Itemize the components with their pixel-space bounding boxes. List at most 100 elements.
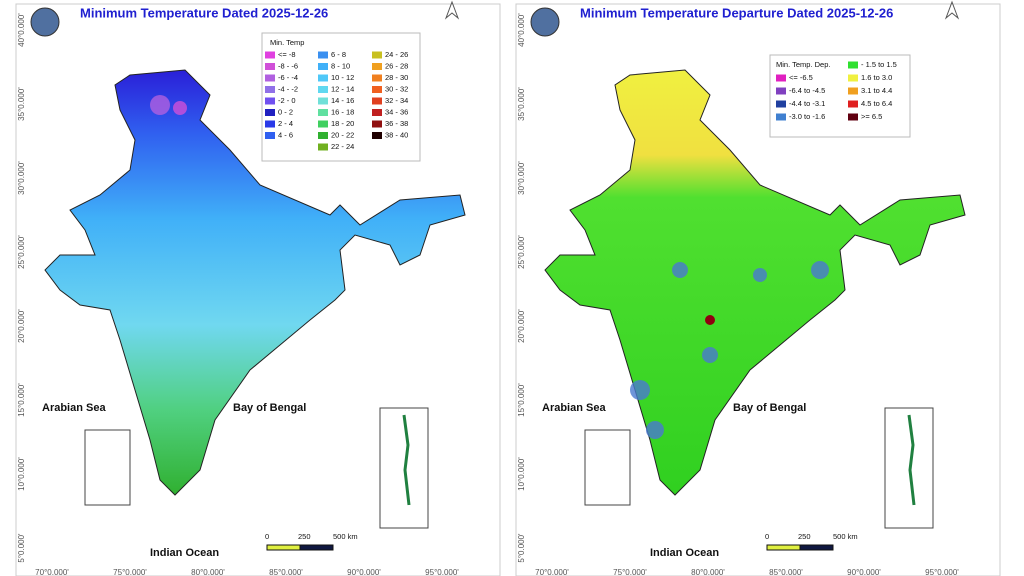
legend-label: 20 - 22 bbox=[331, 130, 354, 139]
lon-label: 80°0.000' bbox=[691, 568, 725, 576]
legend-label: -2 - 0 bbox=[278, 96, 296, 105]
legend-swatch bbox=[318, 86, 328, 93]
panel-frame bbox=[515, 3, 1001, 576]
hotspot bbox=[705, 315, 715, 325]
legend-swatch bbox=[318, 63, 328, 70]
legend-title: Min. Temp bbox=[270, 38, 304, 47]
scale-label: 0 bbox=[265, 532, 269, 541]
sea-label: Bay of Bengal bbox=[233, 402, 306, 414]
legend-label: 2 - 4 bbox=[278, 119, 293, 128]
legend-swatch bbox=[318, 109, 328, 116]
legend-swatch bbox=[848, 113, 858, 121]
legend-label: 26 - 28 bbox=[385, 61, 408, 70]
legend-label: 22 - 24 bbox=[331, 142, 354, 151]
legend-label: -8 - -6 bbox=[278, 61, 298, 70]
lat-label: 30°0.000' bbox=[17, 161, 26, 195]
hotspot bbox=[150, 95, 170, 115]
legend-label: 4 - 6 bbox=[278, 130, 293, 139]
legend-label: 38 - 40 bbox=[385, 130, 408, 139]
scale-label: 500 km bbox=[333, 532, 358, 541]
legend-swatch bbox=[265, 51, 275, 59]
lat-label: 5°0.000' bbox=[517, 533, 526, 563]
legend-label: 36 - 38 bbox=[385, 119, 408, 128]
legend-swatch bbox=[265, 86, 275, 93]
legend-label: 24 - 26 bbox=[385, 50, 408, 59]
scale-bar bbox=[266, 544, 301, 551]
legend-label: 34 - 36 bbox=[385, 107, 408, 116]
legend-label: 14 - 16 bbox=[331, 96, 354, 105]
scale-bar bbox=[766, 544, 801, 551]
sea-label: Arabian Sea bbox=[542, 402, 606, 414]
panel-frame bbox=[15, 3, 501, 576]
inset-box bbox=[584, 429, 631, 506]
legend-swatch bbox=[372, 74, 382, 82]
lon-label: 80°0.000' bbox=[191, 568, 225, 576]
scale-label: 250 bbox=[798, 532, 811, 541]
islands bbox=[402, 414, 411, 506]
legend-label: >= 6.5 bbox=[861, 112, 882, 121]
legend-label: -3.0 to -1.6 bbox=[789, 112, 825, 121]
logo bbox=[30, 7, 60, 37]
legend-label: 16 - 18 bbox=[331, 107, 354, 116]
legend-label: 12 - 14 bbox=[331, 84, 354, 93]
scale-bar bbox=[799, 544, 834, 551]
legend-label: -6.4 to -4.5 bbox=[789, 86, 825, 95]
legend-swatch bbox=[372, 109, 382, 116]
legend-swatch bbox=[318, 51, 328, 59]
legend-swatch bbox=[776, 74, 786, 82]
sea-label: Bay of Bengal bbox=[733, 402, 806, 414]
lat-label: 20°0.000' bbox=[17, 309, 26, 343]
legend-swatch bbox=[265, 74, 275, 82]
lon-label: 70°0.000' bbox=[535, 568, 569, 576]
sea-label: Arabian Sea bbox=[42, 402, 106, 414]
scale-label: 500 km bbox=[833, 532, 858, 541]
lat-label: 40°0.000' bbox=[17, 13, 26, 47]
lon-label: 85°0.000' bbox=[769, 568, 803, 576]
legend-swatch bbox=[848, 74, 858, 82]
legend-swatch bbox=[776, 87, 786, 95]
legend-label: -4.4 to -3.1 bbox=[789, 99, 825, 108]
legend-swatch bbox=[848, 87, 858, 95]
lon-label: 95°0.000' bbox=[425, 568, 459, 576]
lat-label: 25°0.000' bbox=[17, 235, 26, 269]
legend-label: 3.1 to 4.4 bbox=[861, 86, 892, 95]
lat-label: 35°0.000' bbox=[17, 87, 26, 121]
legend-swatch bbox=[372, 132, 382, 139]
legend-swatch bbox=[265, 109, 275, 116]
legend-swatch bbox=[776, 100, 786, 108]
lon-label: 85°0.000' bbox=[269, 568, 303, 576]
lat-label: 40°0.000' bbox=[517, 13, 526, 47]
legend-swatch bbox=[372, 97, 382, 105]
islands bbox=[907, 414, 916, 506]
legend-swatch bbox=[372, 63, 382, 70]
legend-label: -6 - -4 bbox=[278, 73, 298, 82]
inset-box bbox=[379, 407, 429, 529]
legend-swatch bbox=[265, 97, 275, 105]
lat-label: 35°0.000' bbox=[517, 87, 526, 121]
legend-swatch bbox=[318, 120, 328, 128]
panel-title: Minimum Temperature Departure Dated 2025… bbox=[580, 5, 893, 20]
sea-label: Indian Ocean bbox=[650, 547, 719, 559]
lon-label: 75°0.000' bbox=[613, 568, 647, 576]
lat-label: 10°0.000' bbox=[17, 457, 26, 491]
legend-label: 6 - 8 bbox=[331, 50, 346, 59]
legend-swatch bbox=[265, 120, 275, 128]
legend-label: <= -8 bbox=[278, 50, 296, 59]
lon-label: 90°0.000' bbox=[347, 568, 381, 576]
legend-label: 30 - 32 bbox=[385, 84, 408, 93]
left-panel: Minimum Temperature Dated 2025-12-26 Min.… bbox=[15, 0, 501, 576]
lon-label: 90°0.000' bbox=[847, 568, 881, 576]
lat-label: 15°0.000' bbox=[517, 383, 526, 417]
lat-label: 25°0.000' bbox=[517, 235, 526, 269]
legend-swatch bbox=[265, 132, 275, 139]
legend-label: 18 - 20 bbox=[331, 119, 354, 128]
legend-box bbox=[769, 54, 911, 138]
legend-box bbox=[261, 32, 421, 162]
legend-label: 10 - 12 bbox=[331, 73, 354, 82]
legend-swatch bbox=[372, 120, 382, 128]
lon-label: 70°0.000' bbox=[35, 568, 69, 576]
legend-swatch bbox=[848, 100, 858, 108]
legend-swatch bbox=[372, 51, 382, 59]
legend-label: 4.5 to 6.4 bbox=[861, 99, 892, 108]
legend-swatch bbox=[372, 86, 382, 93]
